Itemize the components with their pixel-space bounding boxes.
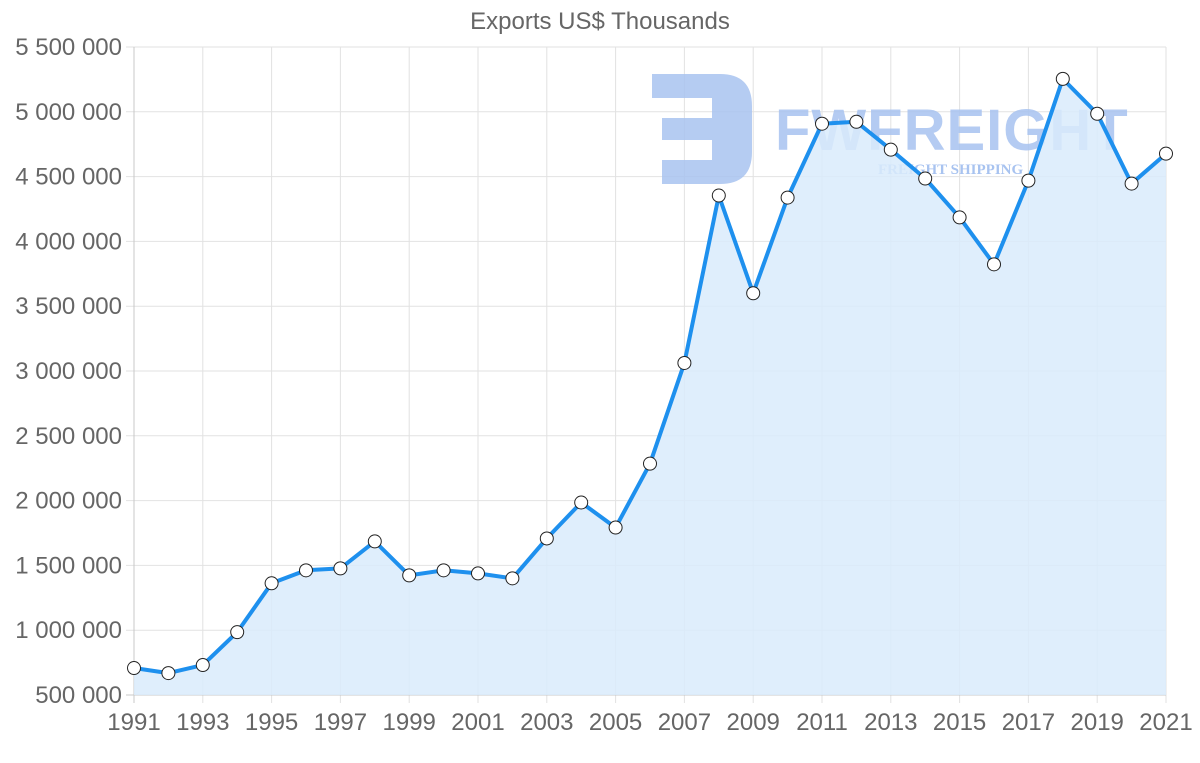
y-tick-label: 1 000 000 xyxy=(15,617,122,644)
data-point[interactable] xyxy=(643,456,657,471)
y-tick-label: 4 500 000 xyxy=(15,164,122,191)
x-tick-label: 2001 xyxy=(451,709,504,736)
y-tick-label: 3 500 000 xyxy=(15,293,122,320)
y-tick-label: 5 000 000 xyxy=(15,99,122,126)
x-tick-label: 2009 xyxy=(727,709,780,736)
data-points xyxy=(127,71,1173,681)
y-tick-label: 2 500 000 xyxy=(15,423,122,450)
x-tick-label: 1991 xyxy=(107,709,160,736)
data-point[interactable] xyxy=(436,563,451,578)
y-tick-label: 4 000 000 xyxy=(15,228,122,255)
y-tick-label: 3 000 000 xyxy=(15,358,122,385)
y-tick-label: 2 000 000 xyxy=(15,488,122,515)
x-tick-label: 2011 xyxy=(796,709,848,736)
data-point[interactable] xyxy=(677,355,692,370)
data-point[interactable] xyxy=(883,142,898,157)
watermark-logo-icon xyxy=(652,74,752,184)
data-point[interactable] xyxy=(815,116,829,131)
x-tick-label: 2005 xyxy=(589,709,642,736)
area-fill xyxy=(134,78,1166,695)
data-point[interactable] xyxy=(161,666,176,681)
x-tick-label: 2017 xyxy=(1002,709,1055,736)
data-point[interactable] xyxy=(1055,71,1070,86)
y-axis: 500 000 1 000 000 1 500 000 2 000 000 2 500 … xyxy=(15,34,122,709)
data-point[interactable] xyxy=(1124,176,1139,191)
x-tick-label: 2007 xyxy=(658,709,711,736)
data-point[interactable] xyxy=(849,114,864,129)
data-point[interactable] xyxy=(505,571,520,586)
data-point[interactable] xyxy=(1090,106,1105,121)
data-point[interactable] xyxy=(539,531,554,546)
data-point[interactable] xyxy=(299,563,313,578)
data-point[interactable] xyxy=(471,566,485,581)
x-tick-label: 2013 xyxy=(864,709,917,736)
x-tick-label: 2015 xyxy=(933,709,986,736)
x-tick-label: 1999 xyxy=(383,709,436,736)
data-point[interactable] xyxy=(952,210,967,225)
data-point[interactable] xyxy=(127,661,141,676)
data-point[interactable] xyxy=(1159,146,1173,161)
y-tick-label: 500 000 xyxy=(35,682,122,709)
data-point[interactable] xyxy=(195,658,210,673)
data-point[interactable] xyxy=(780,190,795,205)
data-point[interactable] xyxy=(264,576,279,591)
data-point[interactable] xyxy=(746,286,761,301)
data-point[interactable] xyxy=(367,534,382,549)
x-tick-label: 2019 xyxy=(1071,709,1124,736)
data-point[interactable] xyxy=(1021,173,1036,188)
x-tick-label: 2003 xyxy=(520,709,573,736)
data-point[interactable] xyxy=(333,561,348,576)
data-point[interactable] xyxy=(987,257,1001,272)
y-tick-label: 5 500 000 xyxy=(15,34,122,61)
x-tick-label: 2021 xyxy=(1139,709,1192,736)
data-point[interactable] xyxy=(918,171,933,186)
data-point[interactable] xyxy=(608,520,623,535)
data-point[interactable] xyxy=(230,625,245,640)
data-point[interactable] xyxy=(574,495,589,510)
x-tick-label: 1993 xyxy=(176,709,229,736)
y-tick-label: 1 500 000 xyxy=(15,552,122,579)
data-point[interactable] xyxy=(402,568,417,583)
x-tick-label: 1995 xyxy=(245,709,298,736)
x-axis: 1991 1993 1995 1997 1999 2001 2003 2005 2007 2009… xyxy=(107,709,1192,736)
chart-title: Exports US$ Thousands xyxy=(470,8,730,35)
x-tick-label: 1997 xyxy=(314,709,367,736)
data-point[interactable] xyxy=(711,188,726,203)
